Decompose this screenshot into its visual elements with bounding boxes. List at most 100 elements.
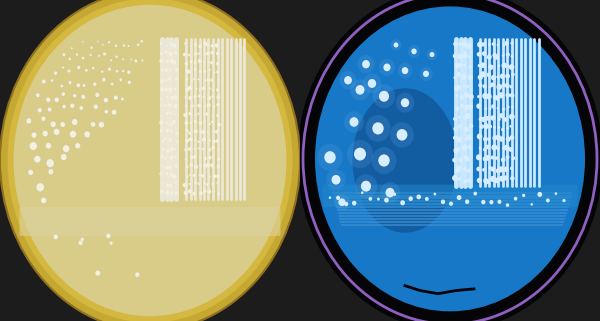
Ellipse shape (203, 157, 207, 160)
Ellipse shape (190, 163, 193, 167)
Ellipse shape (47, 107, 52, 112)
Ellipse shape (202, 86, 206, 91)
Ellipse shape (188, 189, 192, 193)
Ellipse shape (455, 94, 458, 97)
Ellipse shape (119, 78, 122, 82)
Ellipse shape (170, 42, 173, 46)
Ellipse shape (462, 144, 467, 151)
Ellipse shape (477, 95, 480, 98)
Ellipse shape (122, 58, 124, 60)
Ellipse shape (198, 94, 201, 98)
Ellipse shape (169, 138, 172, 142)
Ellipse shape (95, 270, 101, 276)
Ellipse shape (371, 147, 397, 174)
Ellipse shape (217, 103, 220, 106)
Ellipse shape (188, 96, 192, 100)
Ellipse shape (182, 183, 187, 187)
Ellipse shape (505, 155, 509, 159)
Ellipse shape (481, 42, 485, 47)
Ellipse shape (141, 59, 143, 62)
Ellipse shape (216, 70, 219, 74)
Ellipse shape (510, 93, 514, 98)
Ellipse shape (467, 145, 471, 149)
Ellipse shape (489, 125, 492, 128)
Ellipse shape (458, 124, 462, 129)
Ellipse shape (409, 196, 413, 201)
Ellipse shape (487, 54, 492, 60)
Ellipse shape (50, 79, 53, 82)
Ellipse shape (189, 137, 193, 141)
Ellipse shape (391, 39, 401, 51)
Ellipse shape (397, 129, 407, 141)
Ellipse shape (46, 159, 54, 168)
Ellipse shape (209, 123, 211, 125)
Ellipse shape (434, 193, 436, 195)
Ellipse shape (489, 85, 491, 88)
Ellipse shape (467, 169, 470, 173)
Ellipse shape (216, 62, 220, 65)
Ellipse shape (197, 53, 200, 55)
Ellipse shape (368, 79, 376, 88)
Ellipse shape (193, 105, 195, 107)
Ellipse shape (212, 115, 214, 117)
Ellipse shape (170, 130, 173, 133)
Ellipse shape (162, 165, 164, 167)
Ellipse shape (488, 166, 492, 169)
Ellipse shape (361, 191, 364, 194)
Ellipse shape (60, 84, 64, 88)
Ellipse shape (408, 45, 420, 58)
Ellipse shape (206, 51, 210, 56)
Ellipse shape (379, 91, 389, 102)
Ellipse shape (509, 64, 514, 70)
Ellipse shape (485, 116, 490, 121)
Ellipse shape (215, 130, 218, 134)
Ellipse shape (53, 128, 60, 135)
Ellipse shape (488, 65, 493, 70)
Ellipse shape (214, 72, 215, 74)
Ellipse shape (206, 103, 211, 108)
Ellipse shape (203, 189, 206, 193)
Ellipse shape (491, 104, 495, 108)
Ellipse shape (160, 129, 163, 133)
Ellipse shape (505, 93, 510, 98)
Ellipse shape (331, 175, 341, 185)
Ellipse shape (466, 134, 472, 140)
Ellipse shape (140, 39, 143, 43)
Ellipse shape (183, 53, 187, 56)
Ellipse shape (28, 169, 34, 175)
Ellipse shape (372, 122, 384, 134)
Ellipse shape (185, 138, 189, 143)
Ellipse shape (164, 138, 166, 141)
Ellipse shape (104, 98, 109, 103)
Ellipse shape (490, 82, 494, 87)
Ellipse shape (185, 87, 190, 92)
Ellipse shape (94, 104, 98, 109)
Ellipse shape (197, 113, 200, 115)
Ellipse shape (95, 92, 100, 97)
Ellipse shape (464, 180, 467, 183)
Ellipse shape (188, 54, 190, 56)
Ellipse shape (386, 188, 395, 197)
Ellipse shape (430, 52, 434, 57)
Ellipse shape (174, 164, 178, 168)
Ellipse shape (206, 44, 209, 47)
Ellipse shape (203, 182, 206, 185)
Ellipse shape (110, 82, 114, 86)
Ellipse shape (502, 82, 506, 87)
Ellipse shape (48, 169, 53, 175)
Ellipse shape (187, 175, 188, 178)
Ellipse shape (190, 45, 192, 47)
Ellipse shape (197, 104, 201, 108)
Ellipse shape (173, 104, 177, 108)
Ellipse shape (0, 0, 300, 321)
Ellipse shape (463, 64, 466, 67)
Ellipse shape (477, 41, 483, 48)
Ellipse shape (184, 191, 188, 195)
Ellipse shape (394, 42, 398, 48)
Ellipse shape (211, 44, 214, 48)
Ellipse shape (217, 192, 220, 195)
Ellipse shape (509, 125, 512, 128)
Ellipse shape (135, 272, 140, 277)
Ellipse shape (173, 95, 178, 99)
Ellipse shape (455, 63, 460, 68)
